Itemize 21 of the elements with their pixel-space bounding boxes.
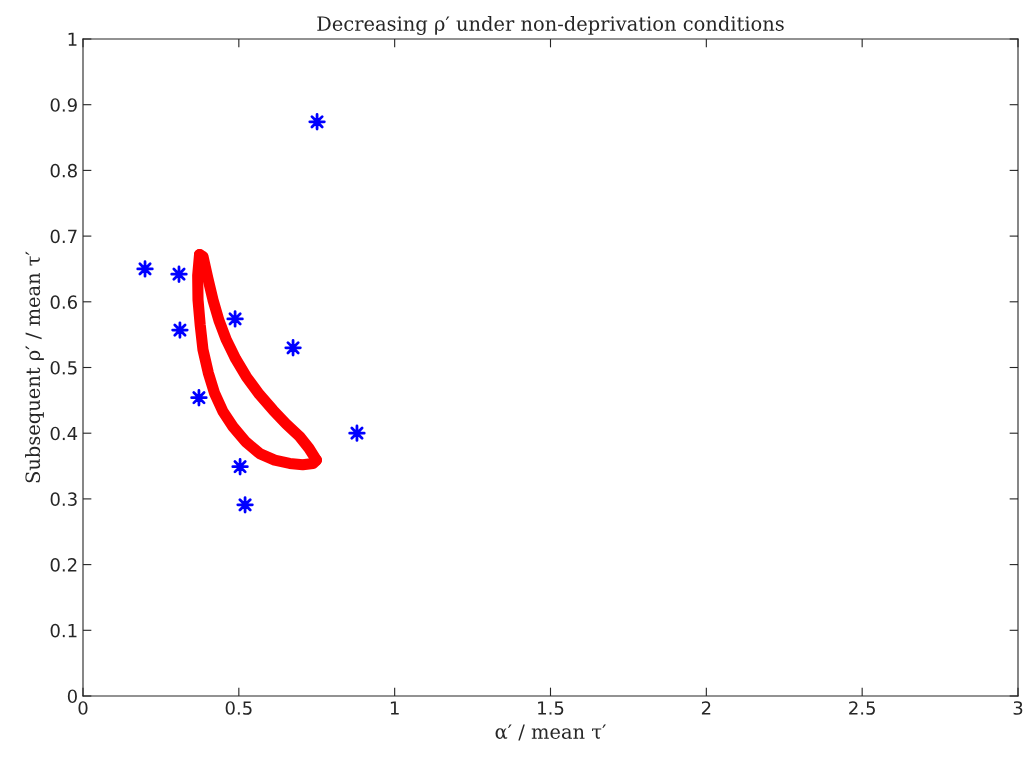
y-tick-label: 1 — [68, 32, 77, 46]
y-axis-title: Subsequent ρ′ / mean τ′ — [25, 251, 44, 483]
y-tick-label: 0.9 — [50, 98, 77, 112]
x-tick-label: 0 — [78, 701, 88, 715]
y-tick-label: 0.3 — [50, 492, 77, 507]
y-tick-label: 0.1 — [50, 623, 77, 638]
y-tick-label: 0.5 — [50, 360, 77, 375]
y-tick-label: 0 — [67, 689, 77, 704]
y-tick-label: 0.4 — [50, 426, 78, 441]
y-tick-label: 0.2 — [50, 558, 77, 572]
x-tick-label: 2.5 — [849, 701, 875, 715]
x-axis-title: α′ / mean τ′ — [495, 724, 606, 741]
x-tick-label: 3 — [1013, 701, 1023, 715]
x-tick-label: 0.5 — [225, 701, 252, 715]
y-tick-label: 0.6 — [50, 295, 77, 309]
y-tick-label: 0.8 — [50, 163, 77, 178]
x-tick-label: 2 — [701, 701, 711, 715]
x-tick-label: 1 — [390, 701, 399, 715]
chart-title: Decreasing ρ′ under non-deprivation conditions — [317, 15, 784, 35]
y-tick-label: 0.7 — [50, 229, 77, 244]
x-tick-label: 1.5 — [538, 701, 564, 715]
